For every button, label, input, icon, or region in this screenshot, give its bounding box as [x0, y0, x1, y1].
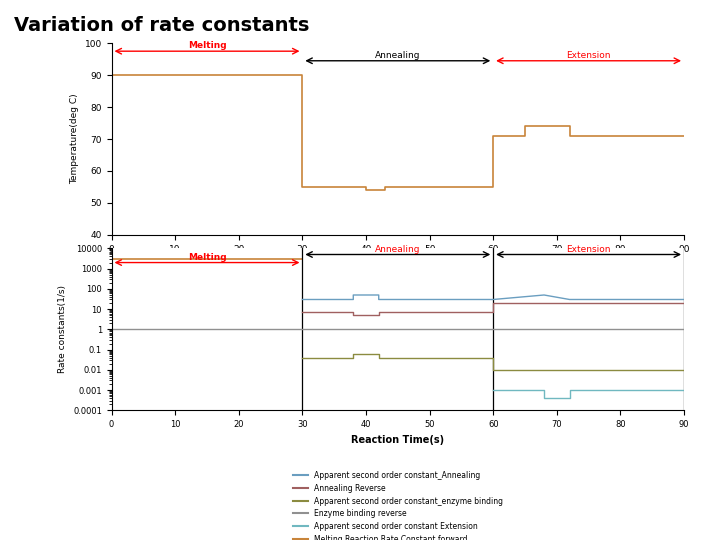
Y-axis label: Rate constants(1/s): Rate constants(1/s) [58, 286, 68, 373]
Text: Variation of rate constants: Variation of rate constants [14, 16, 310, 35]
Y-axis label: Temperature(deg C): Temperature(deg C) [70, 94, 79, 184]
Text: Annealing: Annealing [375, 51, 420, 59]
Text: Extension: Extension [567, 245, 611, 254]
Text: Melting: Melting [188, 253, 226, 261]
Legend: Apparent second order constant_Annealing, Annealing Reverse, Apparent second ord: Apparent second order constant_Annealing… [292, 471, 503, 540]
X-axis label: Reaction Time(s): Reaction Time(s) [351, 259, 444, 269]
X-axis label: Reaction Time(s): Reaction Time(s) [351, 435, 444, 444]
Text: Annealing: Annealing [375, 245, 420, 254]
Text: Extension: Extension [567, 51, 611, 59]
Text: Melting: Melting [188, 41, 226, 50]
